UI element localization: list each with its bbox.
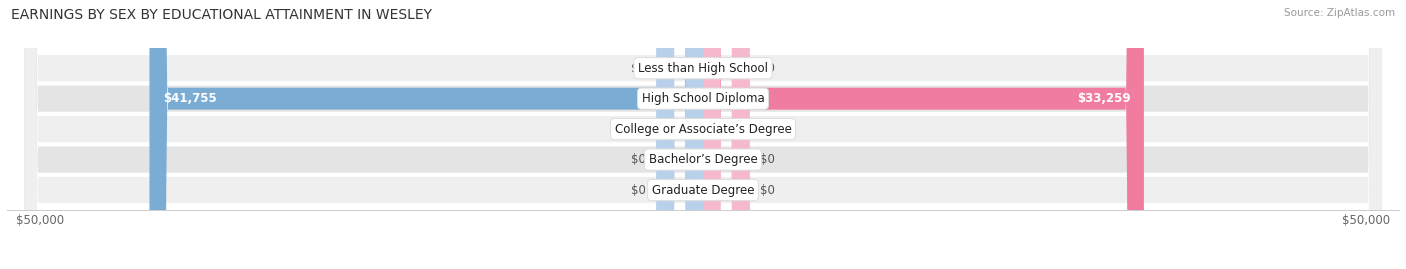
- FancyBboxPatch shape: [703, 0, 749, 269]
- FancyBboxPatch shape: [703, 0, 749, 269]
- Text: $0: $0: [631, 183, 645, 197]
- Text: Graduate Degree: Graduate Degree: [652, 183, 754, 197]
- Text: EARNINGS BY SEX BY EDUCATIONAL ATTAINMENT IN WESLEY: EARNINGS BY SEX BY EDUCATIONAL ATTAINMEN…: [11, 8, 432, 22]
- FancyBboxPatch shape: [703, 0, 1144, 269]
- Text: $0: $0: [761, 183, 775, 197]
- Text: $0: $0: [631, 62, 645, 75]
- FancyBboxPatch shape: [657, 0, 703, 269]
- FancyBboxPatch shape: [657, 0, 703, 269]
- FancyBboxPatch shape: [703, 0, 749, 269]
- Text: $0: $0: [631, 123, 645, 136]
- Text: Source: ZipAtlas.com: Source: ZipAtlas.com: [1284, 8, 1395, 18]
- FancyBboxPatch shape: [657, 0, 703, 269]
- Text: $0: $0: [631, 153, 645, 166]
- Text: Less than High School: Less than High School: [638, 62, 768, 75]
- FancyBboxPatch shape: [24, 0, 1382, 269]
- Text: Bachelor’s Degree: Bachelor’s Degree: [648, 153, 758, 166]
- Text: $0: $0: [761, 123, 775, 136]
- Text: High School Diploma: High School Diploma: [641, 92, 765, 105]
- FancyBboxPatch shape: [24, 0, 1382, 269]
- Text: $0: $0: [761, 153, 775, 166]
- Text: $41,755: $41,755: [163, 92, 217, 105]
- Text: $0: $0: [761, 62, 775, 75]
- Text: College or Associate’s Degree: College or Associate’s Degree: [614, 123, 792, 136]
- FancyBboxPatch shape: [657, 0, 703, 269]
- FancyBboxPatch shape: [149, 0, 703, 269]
- FancyBboxPatch shape: [24, 0, 1382, 269]
- FancyBboxPatch shape: [24, 0, 1382, 269]
- FancyBboxPatch shape: [24, 0, 1382, 269]
- FancyBboxPatch shape: [703, 0, 749, 269]
- Text: $33,259: $33,259: [1077, 92, 1130, 105]
